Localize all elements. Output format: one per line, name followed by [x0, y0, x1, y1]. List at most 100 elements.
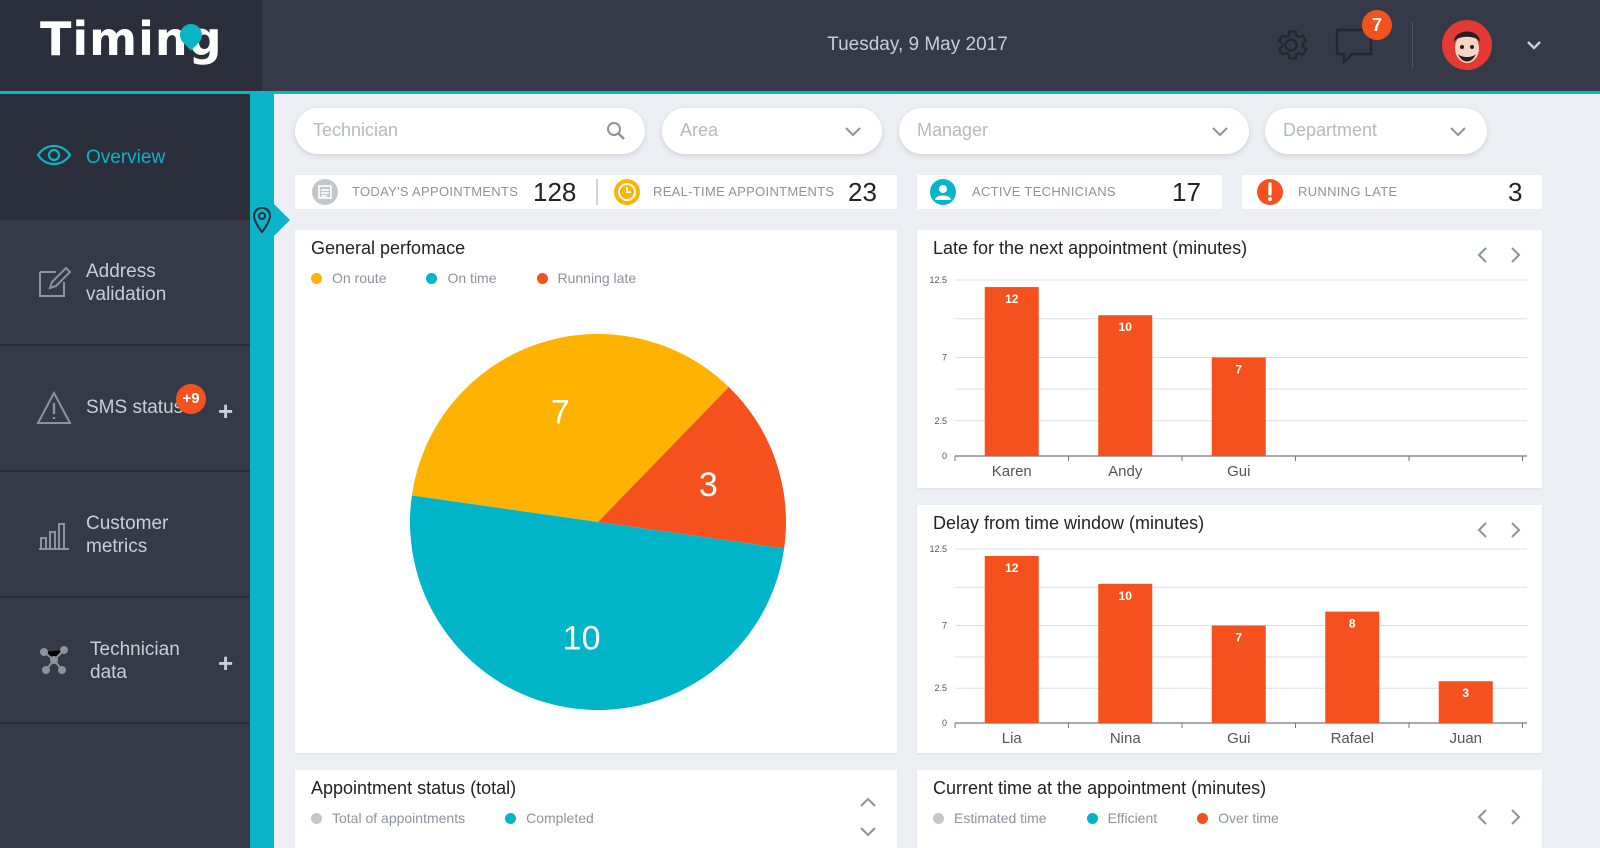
legend-label: On route [332, 270, 387, 286]
person-icon [930, 179, 956, 205]
x-category-label: Karen [992, 463, 1032, 480]
pie-chart: 7 3 10 [410, 334, 786, 710]
chevron-right-icon [1511, 809, 1521, 825]
bar[interactable] [1438, 681, 1493, 723]
pie-slice-label: 7 [551, 394, 570, 432]
pie-chart-title: General perfomace [311, 238, 466, 258]
logo-block: Timing [0, 0, 262, 91]
bar-value-label: 7 [1235, 631, 1242, 645]
legend-label: On time [447, 270, 497, 286]
y-tick-label: 12.5 [929, 275, 947, 285]
notification-badge: 7 [1362, 10, 1392, 40]
stat-label: ACTIVE TECHNICIANS [972, 184, 1116, 199]
bar[interactable] [984, 555, 1039, 723]
clock-icon [614, 179, 640, 205]
prev-next-arrows[interactable] [1472, 519, 1526, 541]
legend-label: Estimated time [954, 810, 1047, 826]
prev-next-arrows[interactable] [1472, 244, 1526, 266]
search-icon [607, 122, 625, 140]
chevron-down-icon [845, 127, 861, 137]
x-category-label: Juan [1449, 730, 1482, 747]
department-filter[interactable]: Department [1265, 108, 1487, 154]
area-filter-label: Area [680, 120, 719, 140]
chevron-right-icon [1511, 522, 1521, 538]
legend-dot [1197, 812, 1209, 824]
location-pin-icon[interactable] [252, 206, 272, 234]
chevron-up-icon [860, 797, 876, 807]
network-icon [40, 646, 68, 674]
bar[interactable] [984, 287, 1039, 456]
pie-legend: On route On time Running late [311, 270, 676, 286]
status-card-title: Appointment status (total) [311, 778, 517, 798]
sidebar-item-label: Overview [86, 147, 166, 168]
sidebar-item-overview[interactable]: Overview [0, 94, 250, 220]
sidebar-item-customer-metrics[interactable]: Customer metrics [0, 472, 250, 598]
x-category-label: Gui [1227, 730, 1250, 747]
expand-plus-icon[interactable]: + [218, 648, 234, 678]
chevron-right-icon [1511, 247, 1521, 263]
status-legend: Total of appointments Completed [311, 810, 634, 826]
y-tick-label: 7 [942, 621, 947, 631]
stat-label: TODAY'S APPOINTMENTS [352, 184, 519, 199]
y-tick-label: 2.5 [934, 416, 947, 426]
sidebar-item-address-validation[interactable]: Address validation [0, 220, 250, 346]
legend-label: Running late [557, 270, 637, 286]
department-filter-label: Department [1283, 120, 1378, 140]
area-filter[interactable]: Area [662, 108, 882, 154]
bar-chart-icon [39, 523, 69, 550]
manager-filter-label: Manager [917, 120, 989, 140]
x-category-label: Nina [1110, 730, 1142, 747]
chevron-down-icon [1212, 127, 1228, 137]
stat-value: 128 [533, 177, 577, 207]
delay-time-window-card: Delay from time window (minutes) 0 2.5 7 12… [917, 505, 1542, 753]
sidebar-toggle-arrow[interactable] [274, 204, 290, 236]
technician-filter[interactable]: Technician [295, 108, 645, 154]
chevron-down-icon [860, 827, 876, 837]
bar-value-label: 10 [1119, 589, 1133, 603]
legend-on-time: On time [426, 270, 497, 286]
bar[interactable] [1211, 357, 1266, 456]
stat-label: RUNNING LATE [1298, 184, 1398, 199]
chevron-left-icon [1477, 247, 1487, 263]
stat-value: 23 [848, 177, 877, 207]
alert-icon [1257, 179, 1283, 205]
list-icon [312, 179, 338, 205]
legend-label: Over time [1218, 810, 1279, 826]
gear-icon[interactable] [1272, 26, 1310, 64]
chevron-down-icon [1450, 127, 1466, 137]
bar[interactable] [1211, 625, 1266, 723]
y-tick-label: 0 [942, 451, 947, 461]
appointment-status-card: Appointment status (total) Total of appo… [295, 770, 897, 848]
manager-filter[interactable]: Manager [899, 108, 1249, 154]
legend-total: Total of appointments [311, 810, 465, 826]
sms-badge: +9 [176, 384, 206, 414]
chevron-down-icon[interactable] [1523, 34, 1545, 56]
header-divider [1412, 22, 1413, 68]
legend-dot [1086, 812, 1098, 824]
pie-slice [598, 386, 786, 549]
bar-value-label: 3 [1462, 686, 1469, 700]
legend-label: Total of appointments [332, 810, 466, 826]
sidebar-item-technician-data[interactable]: Technician data + [0, 598, 250, 724]
pie-slice [410, 495, 785, 710]
y-tick-label: 0 [942, 718, 947, 728]
current-time-card: Current time at the appointment (minutes… [917, 770, 1542, 848]
y-tick-label: 7 [942, 352, 947, 362]
general-performance-card: General perfomace On route On time Runni… [295, 230, 897, 753]
bar[interactable] [1098, 315, 1153, 456]
current-date: Tuesday, 9 May 2017 [827, 34, 1008, 55]
avatar[interactable] [1442, 20, 1492, 70]
legend-dot [536, 272, 548, 284]
top-bar: Timing Tuesday, 9 May 2017 7 [0, 0, 1600, 94]
bar[interactable] [1325, 611, 1380, 723]
sidebar-item-sms-status[interactable]: SMS status +9 + [0, 346, 250, 472]
legend-dot [311, 272, 322, 284]
expand-plus-icon[interactable]: + [218, 396, 234, 426]
chevron-left-icon [1477, 809, 1487, 825]
bar-value-label: 12 [1005, 292, 1019, 306]
up-down-arrows[interactable] [857, 792, 879, 842]
sidebar-item-label: SMS status [86, 397, 184, 418]
bar[interactable] [1098, 583, 1153, 723]
prev-next-arrows[interactable] [1472, 806, 1526, 828]
legend-on-route: On route [311, 270, 386, 286]
